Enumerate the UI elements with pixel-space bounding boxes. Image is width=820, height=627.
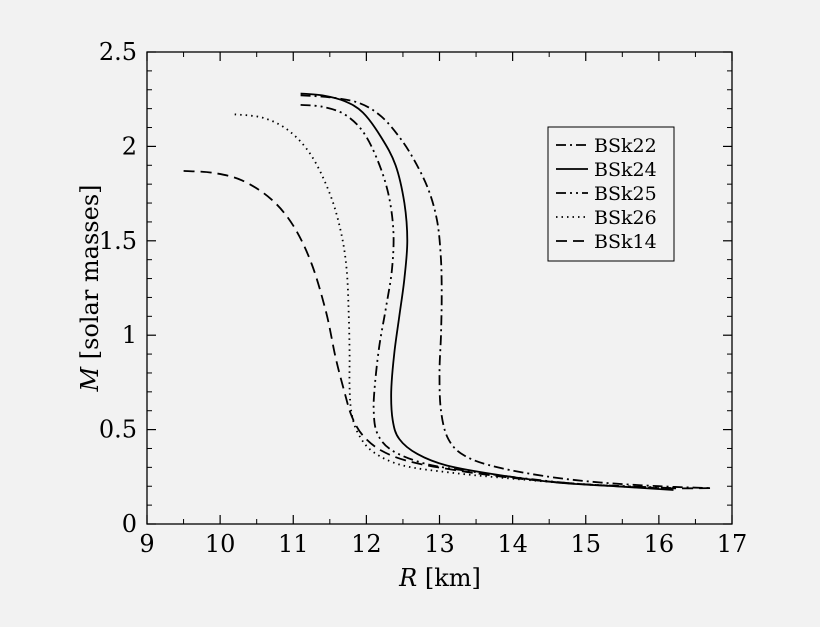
- y-tick-label: 2.5: [99, 38, 137, 66]
- legend-label-bsk26: BSk26: [594, 207, 657, 229]
- series-line-bsk25: [300, 104, 674, 489]
- x-axis-label-symbol: R: [398, 564, 417, 592]
- y-tick-labels: 0 0.5 1 1.5 2 2.5: [99, 38, 137, 538]
- x-tick-label: 15: [570, 530, 601, 558]
- x-tick-label: 9: [139, 530, 154, 558]
- y-tick-label: 1: [122, 321, 137, 349]
- series-line-bsk14: [183, 170, 711, 490]
- x-axis-label-unit: [km]: [417, 564, 481, 592]
- y-axis-label: M [solar masses]: [76, 184, 104, 392]
- plot-frame: [146, 51, 733, 525]
- x-tick-label: 16: [644, 530, 675, 558]
- y-tick-label: 0.5: [99, 416, 137, 444]
- legend-label-bsk22: BSk22: [594, 135, 657, 157]
- y-tick-label: 2: [122, 132, 137, 160]
- legend-label-bsk14: BSk14: [594, 231, 657, 253]
- x-tick-label: 11: [278, 530, 309, 558]
- x-tick-label: 12: [351, 530, 382, 558]
- series-line-bsk26: [234, 113, 674, 489]
- x-tick-label: 10: [205, 530, 236, 558]
- x-tick-labels: 9 10 11 12 13 14 15 16 17: [139, 530, 747, 558]
- series-line-bsk22: [300, 94, 711, 489]
- legend-label-bsk25: BSk25: [594, 183, 657, 205]
- x-tick-label: 13: [424, 530, 455, 558]
- x-tick-label: 14: [497, 530, 528, 558]
- x-axis-label: R [km]: [398, 564, 481, 592]
- legend-box: [547, 126, 675, 262]
- axis-ticks: [146, 51, 733, 525]
- y-axis-label-symbol: M: [76, 366, 104, 393]
- legend-label-bsk24: BSk24: [594, 159, 657, 181]
- series-line-bsk24: [300, 92, 674, 491]
- y-tick-label: 0: [122, 510, 137, 538]
- x-tick-label: 17: [717, 530, 748, 558]
- y-axis-label-unit: [solar masses]: [76, 184, 104, 366]
- series-lines: [183, 92, 711, 491]
- y-tick-label: 1.5: [99, 227, 137, 255]
